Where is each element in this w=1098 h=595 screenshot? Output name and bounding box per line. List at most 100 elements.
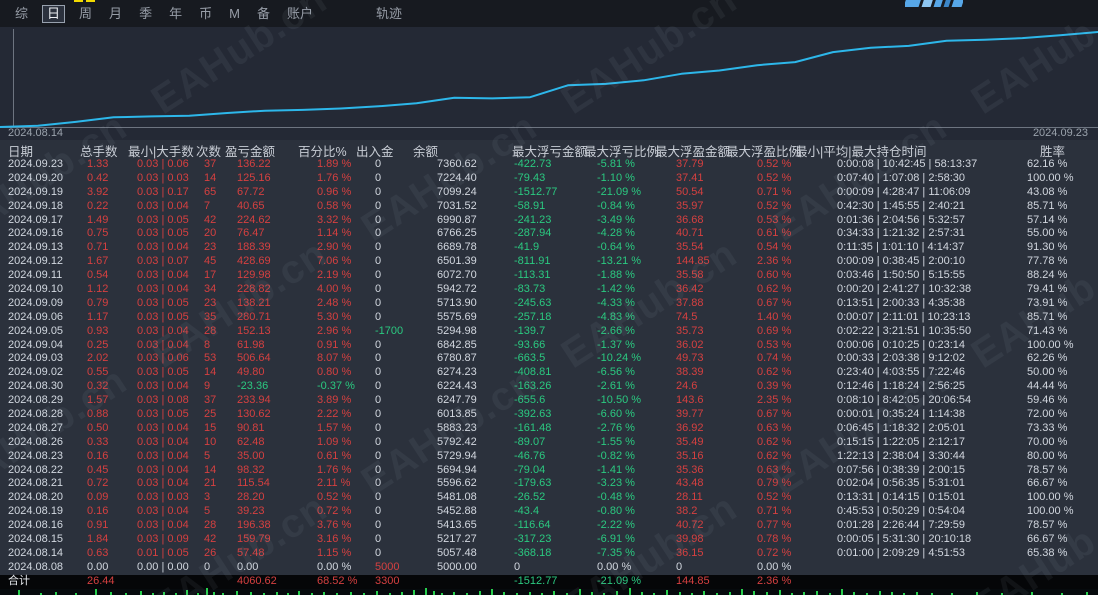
cell-pl: 28.20 bbox=[237, 491, 265, 504]
cell-pct: 0.96 % bbox=[317, 185, 352, 198]
cell-dd: -79.43 bbox=[514, 171, 546, 184]
cell-minmax: 0.03 | 0.04 bbox=[137, 477, 189, 490]
trade-tick bbox=[791, 593, 793, 595]
column-header: 最大浮盈金额 bbox=[655, 145, 731, 159]
cell-fp: 35.97 bbox=[676, 199, 704, 212]
table-row[interactable]: 2024.09.12 1.67 0.03 | 0.07 45 428.69 7.06 % 0… bbox=[0, 255, 1098, 269]
table-row[interactable]: 2024.08.23 0.16 0.03 | 0.04 5 35.00 0.61 % 0 57… bbox=[0, 450, 1098, 464]
trade-tick bbox=[729, 592, 731, 595]
trade-tick bbox=[976, 592, 978, 595]
table-row[interactable]: 2024.08.19 0.16 0.03 | 0.04 5 39.23 0.72 % 0 54… bbox=[0, 505, 1098, 519]
cell-dd: -41.9 bbox=[514, 241, 540, 254]
table-row[interactable]: 2024.08.15 1.84 0.03 | 0.09 42 159.79 3.16 % 0… bbox=[0, 533, 1098, 547]
cell-lots: 1.49 bbox=[87, 213, 109, 226]
table-row[interactable]: 2024.09.04 0.25 0.03 | 0.04 8 61.98 0.91 % 0 68… bbox=[0, 339, 1098, 353]
trade-tick bbox=[425, 588, 427, 595]
table-row[interactable]: 2024.08.21 0.72 0.03 | 0.04 21 115.54 2.11 % 0… bbox=[0, 477, 1098, 491]
cell-time: 0:45:53 | 0:50:29 | 0:54:04 bbox=[837, 505, 966, 518]
table-row[interactable]: 2024.09.03 2.02 0.03 | 0.06 53 506.64 8.07 % 0… bbox=[0, 352, 1098, 366]
cell-fp: 35.49 bbox=[676, 435, 704, 448]
table-row[interactable]: 2024.08.08 0.00 0.00 | 0.00 0 0.00 0.00 % 5000… bbox=[0, 561, 1098, 575]
menu-item-综[interactable]: 综 bbox=[15, 5, 29, 21]
table-row[interactable]: 2024.09.16 0.75 0.03 | 0.05 20 76.47 1.14 % 0 6… bbox=[0, 227, 1098, 241]
cell-lots: 1.17 bbox=[87, 310, 109, 323]
total-fp: 144.85 bbox=[676, 575, 710, 587]
table-row[interactable]: 2024.08.26 0.33 0.03 | 0.04 10 62.48 1.09 % 0 5… bbox=[0, 436, 1098, 450]
cell-pct: 2.11 % bbox=[317, 477, 351, 490]
menu-item-季[interactable]: 季 bbox=[139, 5, 153, 21]
cell-date: 2024.09.13 bbox=[8, 241, 64, 254]
cell-dd: -161.48 bbox=[514, 421, 552, 434]
table-row[interactable]: 2024.09.17 1.49 0.03 | 0.05 42 224.62 3.32 % 0… bbox=[0, 214, 1098, 228]
menu-item-币[interactable]: 币 bbox=[199, 5, 213, 21]
cell-dd_pct: -10.24 % bbox=[597, 352, 642, 365]
cell-fp: 50.54 bbox=[676, 185, 704, 198]
cell-cash: 0 bbox=[375, 241, 382, 254]
table-row[interactable]: 2024.09.02 0.55 0.03 | 0.05 14 49.80 0.80 % 0 6… bbox=[0, 366, 1098, 380]
trade-tick bbox=[110, 592, 112, 595]
table-row[interactable]: 2024.08.29 1.57 0.03 | 0.08 37 233.94 3.89 % 0… bbox=[0, 394, 1098, 408]
cell-lots: 0.22 bbox=[87, 199, 109, 212]
cell-minmax: 0.03 | 0.17 bbox=[137, 185, 189, 198]
menu-item-M[interactable]: M bbox=[229, 5, 240, 21]
cell-fp: 39.98 bbox=[676, 533, 704, 546]
trade-tick bbox=[916, 592, 918, 595]
cell-date: 2024.08.08 bbox=[8, 560, 64, 573]
cell-pct: 1.15 % bbox=[317, 546, 352, 559]
cell-time: 1:22:13 | 2:38:04 | 3:30:44 bbox=[837, 449, 966, 462]
table-row[interactable]: 2024.08.27 0.50 0.03 | 0.04 15 90.81 1.57 % 0 5… bbox=[0, 422, 1098, 436]
table-row[interactable]: 2024.09.18 0.22 0.03 | 0.04 7 40.65 0.58 % 0 70… bbox=[0, 200, 1098, 214]
cell-balance: 6990.87 bbox=[437, 213, 477, 226]
cell-time: 0:01:28 | 2:26:44 | 7:29:59 bbox=[837, 519, 966, 532]
menu-item-轨迹[interactable]: 轨迹 bbox=[375, 5, 402, 21]
cell-minmax: 0.03 | 0.05 bbox=[137, 296, 189, 309]
cell-minmax: 0.03 | 0.04 bbox=[137, 338, 189, 351]
menu-item-周[interactable]: 周 bbox=[79, 5, 93, 21]
total-lots: 26.44 bbox=[87, 575, 115, 587]
table-row[interactable]: 2024.09.23 1.33 0.03 | 0.06 37 136.22 1.89 % 0… bbox=[0, 158, 1098, 172]
cell-win: 100.00 % bbox=[1027, 338, 1074, 351]
cell-minmax: 0.03 | 0.04 bbox=[137, 324, 189, 337]
cell-dd: -93.66 bbox=[514, 338, 546, 351]
menu-item-年[interactable]: 年 bbox=[169, 5, 183, 21]
table-row[interactable]: 2024.09.10 1.12 0.03 | 0.04 34 228.82 4.00 % 0… bbox=[0, 283, 1098, 297]
cell-time: 0:07:56 | 0:38:39 | 2:00:15 bbox=[837, 463, 966, 476]
table-row[interactable]: 2024.09.09 0.79 0.03 | 0.05 23 138.21 2.48 % 0… bbox=[0, 297, 1098, 311]
cell-fp_pct: 1.40 % bbox=[757, 310, 792, 323]
cell-lots: 0.55 bbox=[87, 366, 109, 379]
cell-lots: 0.50 bbox=[87, 421, 109, 434]
table-row[interactable]: 2024.09.13 0.71 0.03 | 0.04 23 188.39 2.90 % 0… bbox=[0, 241, 1098, 255]
trade-tick bbox=[653, 593, 655, 595]
table-row[interactable]: 2024.08.22 0.45 0.03 | 0.04 14 98.32 1.76 % 0 5… bbox=[0, 464, 1098, 478]
table-row[interactable]: 2024.09.11 0.54 0.03 | 0.04 17 129.98 2.19 % 0… bbox=[0, 269, 1098, 283]
cell-time: 0:03:46 | 1:50:50 | 5:15:55 bbox=[837, 269, 966, 282]
table-row[interactable]: 2024.08.14 0.63 0.01 | 0.05 26 57.48 1.15 % 0 5… bbox=[0, 547, 1098, 561]
cell-balance: 5792.42 bbox=[437, 435, 477, 448]
menu-item-月[interactable]: 月 bbox=[109, 5, 123, 21]
cell-balance: 5452.88 bbox=[437, 505, 477, 518]
cell-dd_pct: -1.55 % bbox=[597, 435, 635, 448]
table-row[interactable]: 2024.08.20 0.09 0.03 | 0.03 3 28.20 0.52 % 0 54… bbox=[0, 491, 1098, 505]
menu-item-日[interactable]: 日 bbox=[42, 4, 66, 23]
table-row[interactable]: 2024.09.19 3.92 0.03 | 0.17 65 67.72 0.96 % 0 7… bbox=[0, 186, 1098, 200]
cell-cash: 0 bbox=[375, 380, 382, 393]
cell-minmax: 0.03 | 0.04 bbox=[137, 283, 189, 296]
cell-fp: 37.88 bbox=[676, 296, 704, 309]
total-row[interactable]: 合计 26.44 4060.62 68.52 % 3300 -1512.77 -21.09 … bbox=[0, 575, 1098, 589]
cell-fp_pct: 2.35 % bbox=[757, 394, 792, 407]
table-row[interactable]: 2024.09.20 0.42 0.03 | 0.03 14 125.16 1.76 % 0… bbox=[0, 172, 1098, 186]
menu-item-备[interactable]: 备 bbox=[256, 5, 270, 21]
cell-minmax: 0.03 | 0.04 bbox=[137, 449, 189, 462]
chart-start-date-label: 2024.08.14 bbox=[8, 127, 64, 139]
cell-date: 2024.09.23 bbox=[8, 158, 64, 170]
table-row[interactable]: 2024.09.06 1.17 0.03 | 0.05 35 280.71 5.30 % 0… bbox=[0, 311, 1098, 325]
table-row[interactable]: 2024.08.30 0.32 0.03 | 0.04 9 -23.36 -0.37 % 0… bbox=[0, 380, 1098, 394]
table-row[interactable]: 2024.08.28 0.88 0.03 | 0.05 25 130.62 2.22 % 0… bbox=[0, 408, 1098, 422]
cell-fp_pct: 0.67 % bbox=[757, 296, 792, 309]
trade-tick bbox=[175, 593, 177, 595]
table-row[interactable]: 2024.09.05 0.93 0.03 | 0.04 28 152.13 2.96 % -… bbox=[0, 325, 1098, 339]
table-row[interactable]: 2024.08.16 0.91 0.03 | 0.04 28 196.38 3.76 % 0… bbox=[0, 519, 1098, 533]
cell-lots: 0.33 bbox=[87, 435, 109, 448]
cell-date: 2024.08.20 bbox=[8, 491, 64, 504]
menu-item-账户[interactable]: 账户 bbox=[286, 5, 313, 21]
